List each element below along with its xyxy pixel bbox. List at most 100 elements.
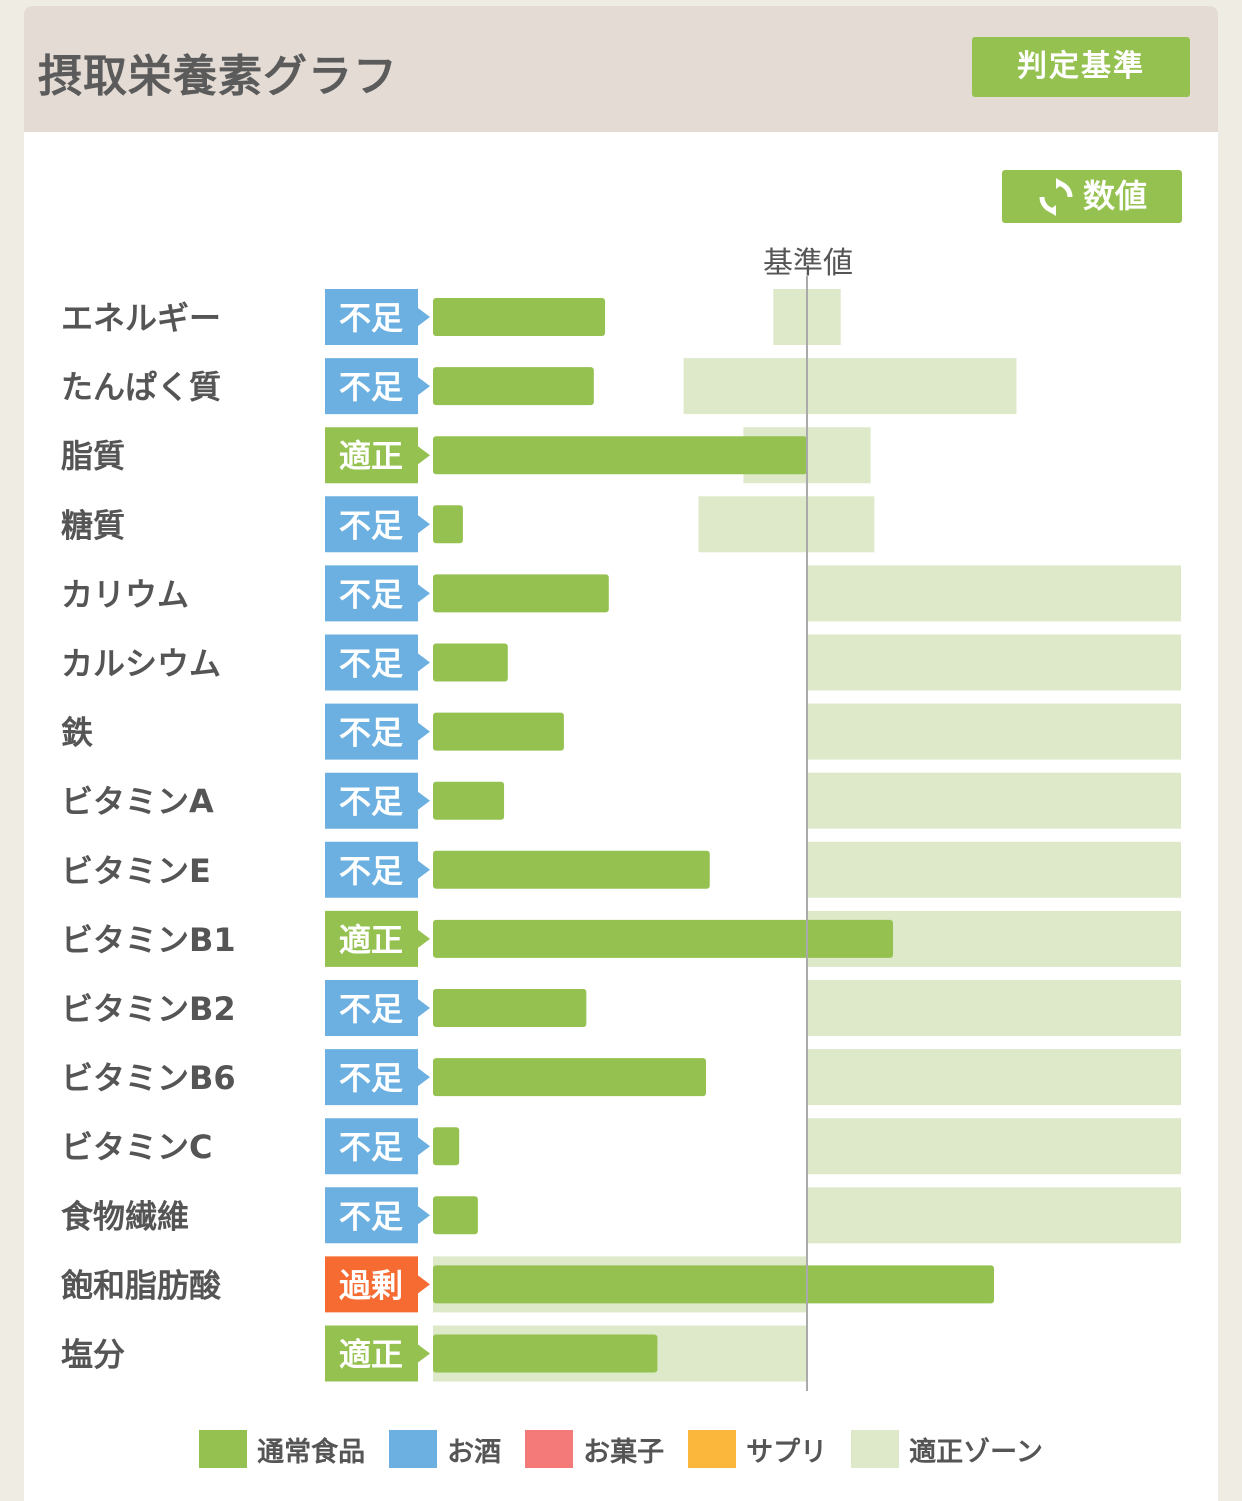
legend-swatch — [389, 1430, 438, 1468]
value-bar — [433, 1334, 658, 1373]
category-label: ビタミンC — [61, 1128, 213, 1166]
legend-label: お菓子 — [583, 1436, 665, 1468]
value-bar — [433, 1196, 478, 1235]
status-badge — [325, 910, 430, 967]
category-label: カリウム — [61, 575, 189, 613]
value-bar — [433, 1265, 994, 1304]
legend-label: サプリ — [746, 1436, 828, 1468]
status-badge-label: 適正 — [339, 437, 403, 475]
value-bar — [433, 574, 609, 613]
category-label: ビタミンA — [61, 783, 214, 821]
legend-label: 通常食品 — [257, 1436, 366, 1468]
status-badge-label: 不足 — [339, 299, 403, 337]
status-badge — [325, 289, 430, 345]
status-badge — [325, 772, 430, 829]
category-label: ビタミンE — [61, 852, 211, 890]
zone-bar — [698, 496, 875, 553]
status-badge — [325, 703, 430, 760]
value-bar — [433, 1058, 707, 1097]
zone-bar — [807, 772, 1181, 829]
status-badge — [325, 496, 430, 553]
value-bar — [433, 1127, 460, 1166]
numeric-toggle-button[interactable]: 数値 — [1002, 170, 1182, 223]
value-bar — [433, 919, 894, 958]
page-title: 摂取栄養素グラフ — [38, 51, 398, 102]
legend-item: 通常食品 — [199, 1430, 365, 1469]
zone-bar — [807, 565, 1181, 622]
zone-bar — [683, 358, 1017, 415]
status-badge-label: 不足 — [339, 506, 403, 544]
zone-bar — [807, 703, 1181, 760]
reference-label: 基準値 — [763, 246, 853, 281]
legend-swatch — [199, 1430, 248, 1468]
status-badge — [325, 1325, 430, 1382]
category-label: ビタミンB6 — [61, 1059, 236, 1097]
status-badge — [325, 565, 430, 622]
category-label: 糖質 — [61, 506, 125, 544]
status-badge-label: 不足 — [339, 990, 403, 1028]
value-bar — [433, 298, 606, 336]
status-badge — [325, 1049, 430, 1106]
legend-swatch — [525, 1430, 574, 1468]
category-label: ビタミンB1 — [61, 921, 236, 959]
refresh-icon — [1037, 177, 1075, 216]
value-bar — [433, 643, 508, 682]
value-bar — [433, 989, 587, 1027]
value-bar — [433, 781, 505, 820]
category-label: 鉄 — [61, 714, 93, 752]
category-label: 脂質 — [61, 437, 125, 475]
legend-label: お酒 — [447, 1436, 502, 1468]
legend-item: お酒 — [389, 1430, 501, 1469]
status-badge-label: 適正 — [339, 1336, 403, 1374]
legend-swatch — [851, 1430, 900, 1468]
legend-item: サプリ — [688, 1430, 827, 1469]
value-bar — [433, 850, 710, 889]
chart-legend: 通常食品 お酒 お菓子 サプリ 適正ゾーン — [24, 1424, 1218, 1474]
value-bar — [433, 505, 463, 544]
status-badge — [325, 1187, 430, 1244]
category-label: たんぱく質 — [61, 368, 221, 406]
numeric-button-label: 数値 — [1082, 177, 1147, 215]
status-badge-label: 不足 — [339, 1059, 403, 1097]
category-label: カルシウム — [61, 645, 221, 683]
status-badge-label: 不足 — [339, 368, 403, 406]
legend-label: 適正ゾーン — [909, 1436, 1043, 1468]
legend-item: 適正ゾーン — [851, 1430, 1043, 1469]
status-badge-label: 不足 — [339, 575, 403, 613]
zone-bar — [807, 634, 1181, 691]
category-label: 飽和脂肪酸 — [61, 1266, 222, 1304]
status-badge-label: 不足 — [339, 1197, 403, 1235]
value-bar — [433, 367, 594, 406]
value-bar — [433, 712, 564, 751]
status-badge — [325, 1256, 430, 1313]
status-badge-label: 不足 — [339, 852, 403, 890]
status-badge-label: 不足 — [339, 645, 403, 683]
status-badge-label: 不足 — [339, 783, 403, 821]
category-label: エネルギー — [61, 299, 221, 337]
card-header: 摂取栄養素グラフ 判定基準 — [24, 6, 1218, 132]
status-badge — [325, 980, 430, 1036]
zone-bar — [807, 1187, 1181, 1244]
zone-bar — [807, 1049, 1181, 1106]
category-label: 食物繊維 — [61, 1197, 189, 1235]
zone-bar — [807, 1118, 1181, 1175]
status-badge — [325, 841, 430, 898]
status-badge-label: 不足 — [339, 1128, 403, 1166]
status-badge — [325, 358, 430, 415]
status-badge — [325, 427, 430, 484]
status-badge-label: 適正 — [339, 921, 403, 959]
nutrient-graph-card: 摂取栄養素グラフ 判定基準 数値 基準値 エネルギー 不足 たんぱく質 不足 脂質 適正糖… — [24, 6, 1218, 1501]
criteria-button[interactable]: 判定基準 — [972, 37, 1190, 97]
status-badge-label: 過剰 — [339, 1266, 403, 1304]
legend-swatch — [688, 1430, 737, 1468]
category-label: ビタミンB2 — [61, 990, 236, 1028]
zone-bar — [807, 980, 1181, 1036]
zone-bar — [807, 841, 1181, 898]
status-badge — [325, 634, 430, 691]
status-badge-label: 不足 — [339, 714, 403, 752]
category-label: 塩分 — [61, 1336, 125, 1374]
status-badge — [325, 1118, 430, 1175]
value-bar — [433, 436, 807, 475]
legend-item: お菓子 — [525, 1430, 664, 1469]
